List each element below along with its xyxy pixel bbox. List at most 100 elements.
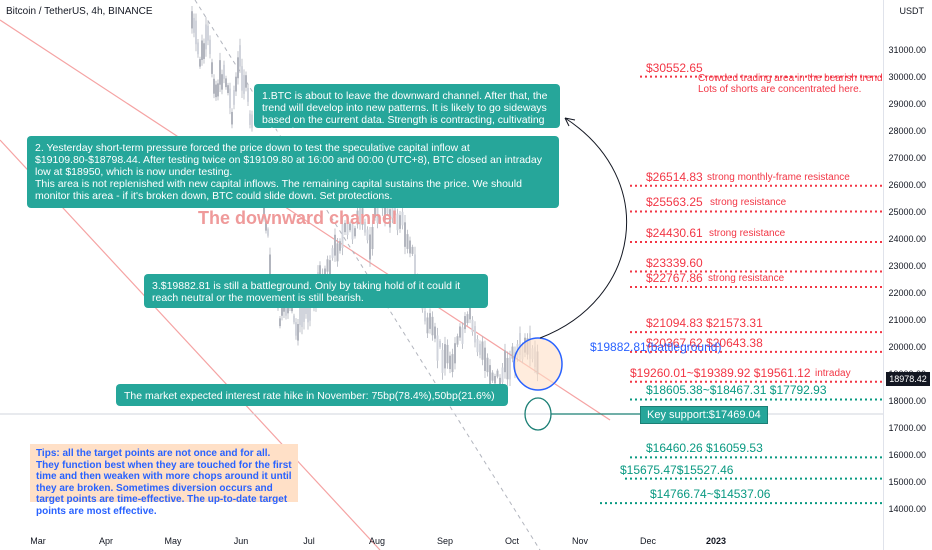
x-tick-label: Sep: [436, 536, 454, 546]
candle-body: [424, 311, 426, 322]
candle-body: [341, 224, 344, 248]
candle-body: [301, 302, 303, 328]
x-tick-label: Nov: [571, 536, 589, 546]
candle-body: [429, 313, 431, 329]
candle-body: [265, 221, 267, 231]
y-tick-label: 28000.00: [888, 125, 926, 136]
candle-body: [399, 215, 401, 229]
candle-body: [431, 316, 434, 336]
last-price-tag: 18978.42: [886, 372, 930, 386]
channel-upper-line: [0, 19, 611, 421]
candle-body: [241, 66, 243, 91]
candle-body: [267, 229, 269, 236]
battleground-label: $19882.81(battleground): [590, 340, 722, 354]
y-tick-label: 22000.00: [888, 287, 926, 298]
y-tick-label: 27000.00: [888, 152, 926, 163]
y-tick-label: 17000.00: [888, 422, 926, 433]
candle-body: [344, 222, 346, 233]
candle-body: [217, 83, 219, 97]
candle-body: [203, 43, 205, 59]
level-label: $18605.38~$18467.31 $17792.93: [646, 383, 827, 398]
candle-body: [197, 42, 199, 55]
candle-body: [436, 335, 439, 361]
x-tick-label: Dec: [639, 536, 657, 546]
candle-body: [213, 78, 215, 94]
level-label: $30552.65: [646, 60, 703, 75]
battleground-circle[interactable]: [513, 337, 563, 391]
candle-body: [504, 350, 506, 373]
candle-body: [476, 339, 479, 353]
candle-body: [371, 227, 374, 250]
candle-body: [299, 301, 301, 326]
x-tick-label: Apr: [98, 536, 114, 546]
level-note: intraday: [815, 367, 851, 379]
candle-body: [401, 211, 404, 226]
key-support-label: Key support:$17469.04: [640, 406, 768, 424]
candle-body: [223, 64, 225, 79]
level-note: strong resistance: [710, 197, 787, 209]
candle-body: [366, 229, 369, 241]
candle-body: [324, 268, 326, 278]
candle-body: [449, 355, 451, 370]
y-tick-label: 30000.00: [888, 71, 926, 82]
candle-body: [349, 223, 351, 231]
level-lines: [600, 75, 884, 505]
level-note: strong resistance: [708, 272, 785, 284]
candle-body: [297, 324, 299, 341]
level-label: $19260.01~$19389.92 $19561.12: [630, 365, 811, 380]
x-tick-label: Aug: [368, 536, 386, 546]
x-tick-label: Mar: [30, 536, 46, 546]
candle-body: [269, 254, 271, 278]
note-3: 3.$19882.81 is still a battleground. Onl…: [144, 274, 488, 308]
channel-label: The downward channel: [198, 208, 398, 228]
axis-unit: USDT: [899, 6, 925, 16]
candle-body: [444, 344, 446, 369]
level-note: strong resistance: [709, 228, 786, 240]
candle-body: [474, 326, 476, 343]
candle-body: [456, 336, 459, 345]
candle-body: [409, 240, 411, 254]
candle-body: [426, 317, 429, 334]
level-note: strong monthly-frame resistance: [707, 171, 850, 183]
candle-body: [459, 326, 461, 338]
candle-body: [394, 201, 396, 216]
candle-body: [359, 203, 361, 224]
candle-body: [351, 224, 354, 240]
x-tick-label: 2023: [705, 536, 727, 546]
candle-body: [329, 260, 331, 277]
candle-body: [354, 228, 356, 237]
candle-body: [346, 220, 349, 236]
candle-body: [364, 221, 366, 233]
candle-body: [391, 200, 394, 219]
candle-body: [519, 333, 521, 356]
candle-body: [235, 76, 237, 92]
level-label: $16460.26 $16059.53: [646, 441, 763, 456]
candle-body: [215, 84, 217, 98]
candle-body: [454, 343, 456, 364]
level-label: $23339.60: [646, 255, 703, 270]
candle-body: [434, 326, 436, 339]
candle-body: [494, 375, 496, 384]
price-axis[interactable]: USDT 31000.00 30000.00 29000.00 28000.00 270…: [883, 0, 932, 550]
x-tick-label: Jun: [233, 536, 249, 546]
candle-body: [464, 316, 466, 330]
candle-body: [231, 111, 233, 125]
candle-body: [199, 59, 201, 67]
y-tick-label: 24000.00: [888, 233, 926, 244]
candle-body: [251, 114, 253, 128]
candle-body: [386, 204, 389, 214]
candle-body: [451, 354, 454, 373]
chart-title: Bitcoin / TetherUS, 4h, BINANCE: [6, 6, 153, 17]
downward-channel: [0, 0, 611, 550]
candle-body: [509, 357, 511, 380]
candle-body: [489, 365, 491, 385]
candle-body: [384, 200, 386, 221]
y-tick-label: 31000.00: [888, 44, 926, 55]
y-tick-label: 20000.00: [888, 341, 926, 352]
candle-body: [319, 265, 321, 279]
candle-body: [334, 234, 336, 256]
candle-body: [469, 306, 471, 320]
x-tick-label: Jul: [303, 536, 315, 546]
level-label: $26514.83: [646, 169, 703, 184]
